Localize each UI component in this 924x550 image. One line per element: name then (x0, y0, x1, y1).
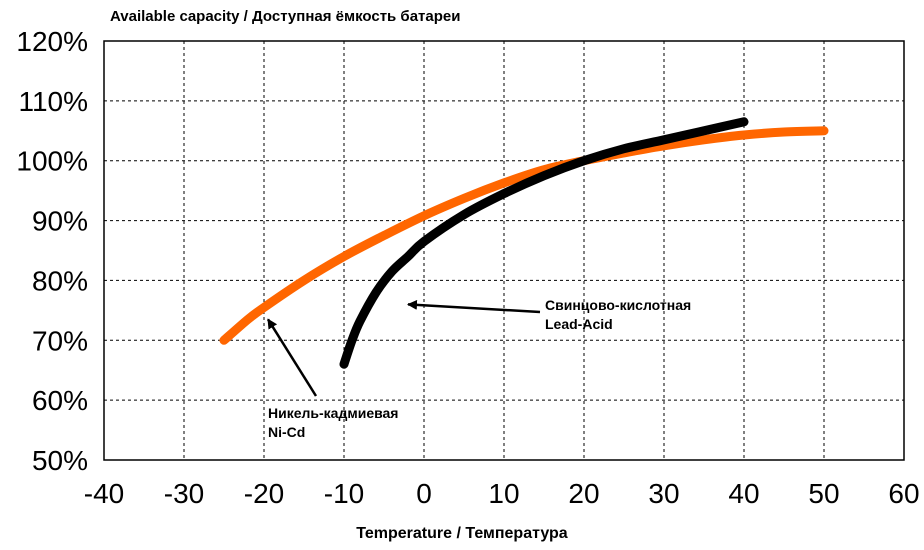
x-tick-label: 30 (648, 478, 679, 509)
annotation-arrows (266, 299, 541, 397)
series (219, 117, 829, 369)
y-tick-label: 70% (32, 325, 88, 356)
nicd-label-ru: Никель-кадмиевая (268, 405, 399, 421)
x-tick-label: -10 (324, 478, 364, 509)
x-tick-label: 0 (416, 478, 432, 509)
x-tick-label: -20 (244, 478, 284, 509)
series-line-nicd (219, 126, 829, 345)
x-tick-label: -40 (84, 478, 124, 509)
nicd-label-en: Ni-Cd (268, 424, 306, 440)
nicd-annotation: Никель-кадмиевая Ni-Cd (268, 404, 398, 442)
series-line-lead-acid (339, 117, 749, 369)
plot-frame (103, 40, 905, 461)
y-tick-label: 60% (32, 385, 88, 416)
y-tick-label: 90% (32, 206, 88, 237)
arrow-nicd (266, 318, 318, 397)
lead-acid-label-en: Lead-Acid (545, 316, 613, 332)
y-tick-label: 50% (32, 445, 88, 476)
y-tick-label: 80% (32, 265, 88, 296)
arrow-lead-acid (407, 299, 541, 314)
axes: 50% 60% 70% 80% 90% 100% 110% 120% -40 -30 -20 -10 0… (16, 26, 919, 509)
chart-title: Available capacity / Доступная ёмкость б… (110, 8, 461, 25)
x-tick-label: 40 (728, 478, 759, 509)
x-tick-label: 20 (568, 478, 599, 509)
x-tick-label: 10 (488, 478, 519, 509)
y-tick-label: 110% (18, 86, 88, 117)
y-tick-label: 120% (16, 26, 88, 57)
lead-acid-label-ru: Свинцово-кислотная (545, 297, 692, 313)
x-tick-label: 50 (808, 478, 839, 509)
x-tick-label: -30 (164, 478, 204, 509)
lead-acid-annotation: Свинцово-кислотная Lead-Acid (545, 296, 691, 334)
y-tick-label: 100% (16, 146, 88, 177)
x-tick-label: 60 (888, 478, 919, 509)
x-axis-label: Temperature / Температура (356, 525, 568, 542)
grid (104, 41, 904, 460)
